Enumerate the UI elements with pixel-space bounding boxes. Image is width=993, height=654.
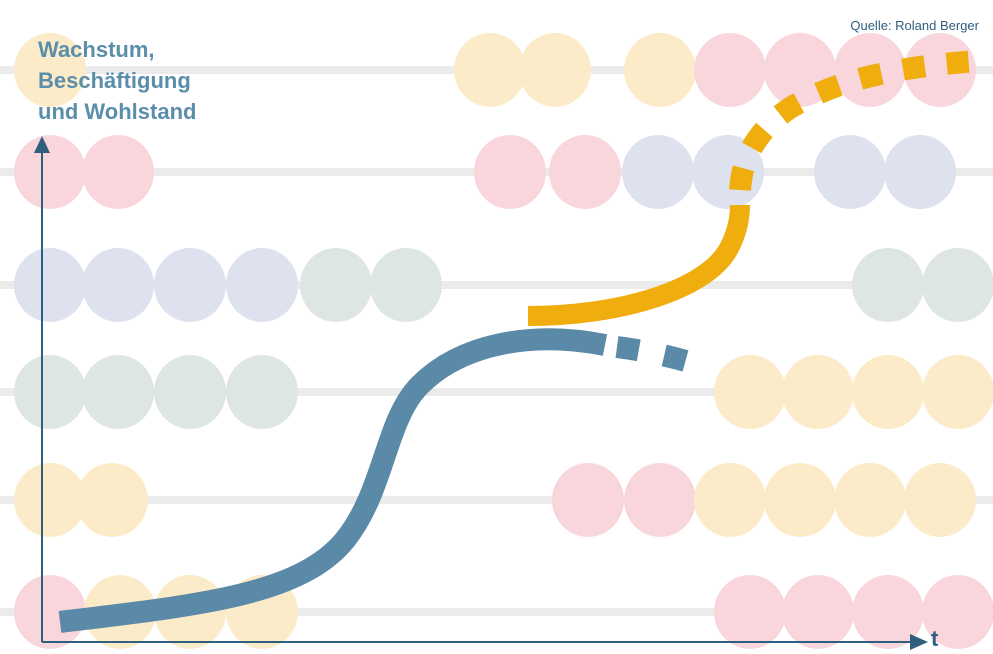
y-axis-title-line-3: und Wohlstand — [38, 99, 197, 124]
abacus-bead — [14, 355, 86, 429]
abacus-bead — [82, 355, 154, 429]
abacus-bead — [922, 248, 993, 322]
abacus-bead — [300, 248, 372, 322]
abacus-bead — [519, 33, 591, 107]
abacus-bead — [782, 355, 854, 429]
x-axis-label: t — [931, 626, 939, 651]
abacus-bead — [622, 135, 694, 209]
abacus-bead — [692, 135, 764, 209]
abacus-bead — [14, 248, 86, 322]
y-axis-title-line-1: Wachstum, — [38, 37, 155, 62]
abacus-bead — [454, 33, 526, 107]
abacus-bead — [226, 355, 298, 429]
abacus-bead — [852, 355, 924, 429]
abacus-bead — [474, 135, 546, 209]
abacus-bead — [904, 463, 976, 537]
abacus-bead — [922, 575, 993, 649]
abacus-rod — [0, 496, 993, 504]
abacus-bead — [370, 248, 442, 322]
abacus-bead — [834, 463, 906, 537]
abacus-bead — [904, 33, 976, 107]
abacus-bead — [852, 575, 924, 649]
abacus-bead — [694, 33, 766, 107]
y-axis-title-line-2: Beschäftigung — [38, 68, 191, 93]
abacus-bead — [14, 33, 86, 107]
abacus-bead — [884, 135, 956, 209]
abacus-bead — [226, 248, 298, 322]
y-axis-arrow — [34, 136, 50, 153]
abacus-rod — [0, 388, 993, 396]
abacus-bead — [154, 355, 226, 429]
source-note: Quelle: Roland Berger — [850, 18, 979, 33]
abacus-bead — [922, 355, 993, 429]
abacus-bead — [552, 463, 624, 537]
abacus-bead — [14, 135, 86, 209]
abacus-rod — [0, 608, 993, 616]
future-path-dashed — [729, 50, 978, 191]
abacus-bead — [624, 463, 696, 537]
abacus-bead — [549, 135, 621, 209]
abacus-bead — [714, 575, 786, 649]
abacus-bead — [814, 135, 886, 209]
abacus-bead — [694, 463, 766, 537]
abacus-bead — [852, 248, 924, 322]
abacus-bead — [714, 355, 786, 429]
abacus-bead — [782, 575, 854, 649]
x-axis-arrow — [910, 634, 928, 650]
current-path-solid — [58, 328, 608, 633]
abacus-bead — [82, 135, 154, 209]
current-path-dashed — [615, 336, 697, 374]
abacus-bead — [624, 33, 696, 107]
future-path-solid — [527, 204, 750, 326]
y-axis-title: Wachstum, Beschäftigung und Wohlstand — [38, 34, 196, 127]
abacus-rod — [0, 281, 993, 289]
abacus-bead — [14, 463, 86, 537]
abacus-bead — [764, 463, 836, 537]
abacus-bead — [82, 248, 154, 322]
abacus-bead — [76, 463, 148, 537]
abacus-bead — [154, 248, 226, 322]
